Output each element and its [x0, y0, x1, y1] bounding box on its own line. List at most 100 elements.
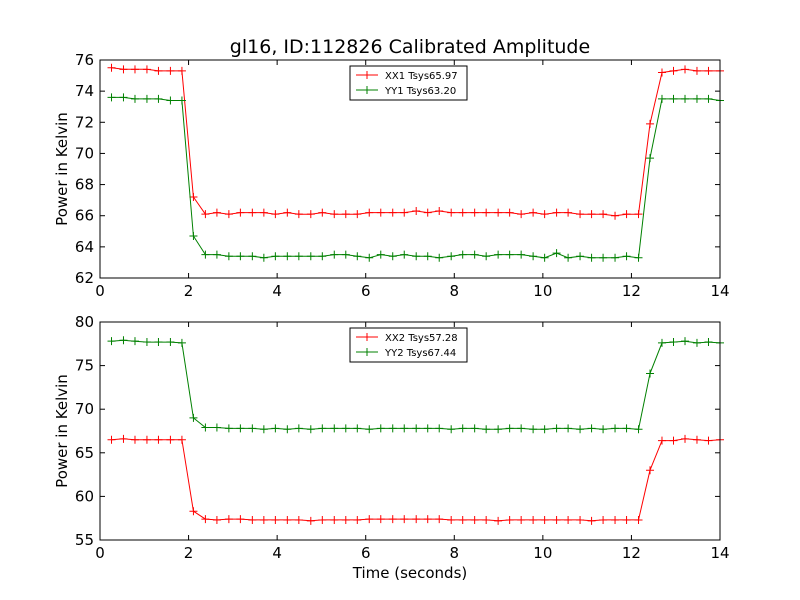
data-point [482, 425, 491, 434]
data-point [294, 515, 303, 524]
data-point [622, 210, 631, 219]
data-point [646, 119, 655, 128]
data-point [704, 66, 713, 75]
data-point [259, 515, 268, 524]
data-point [646, 466, 655, 475]
data-point [622, 252, 631, 261]
legend-marker [363, 86, 371, 94]
data-point [599, 515, 608, 524]
x-tick-label: 10 [533, 544, 552, 562]
data-point [365, 425, 374, 434]
x-tick-label: 4 [272, 282, 282, 300]
chart-title: gl16, ID:112826 Calibrated Amplitude [230, 36, 590, 58]
x-axis-label: Time (seconds) [352, 564, 468, 582]
data-point [540, 515, 549, 524]
data-point [248, 208, 257, 217]
data-point [435, 424, 444, 433]
data-point [692, 338, 701, 347]
y-tick-label: 65 [75, 444, 94, 462]
data-point [330, 424, 339, 433]
x-tick-label: 0 [95, 282, 105, 300]
data-point [564, 253, 573, 262]
data-point [201, 210, 210, 219]
data-point [341, 515, 350, 524]
data-point [540, 253, 549, 262]
data-point [692, 435, 701, 444]
data-point [529, 252, 538, 261]
data-point [423, 515, 432, 524]
data-point [236, 424, 245, 433]
data-point [400, 515, 409, 524]
data-point [669, 66, 678, 75]
data-point [177, 435, 186, 444]
data-point [494, 425, 503, 434]
data-point [388, 424, 397, 433]
data-point [201, 423, 210, 432]
data-point [458, 250, 467, 259]
data-point [107, 435, 116, 444]
data-point [130, 435, 139, 444]
legend-label: YY1 Tsys63.20 [384, 86, 456, 97]
data-point [657, 94, 666, 103]
data-point [505, 250, 514, 259]
data-point [212, 208, 221, 217]
data-point [212, 250, 221, 259]
data-point [376, 515, 385, 524]
legend: XX2 Tsys57.28 YY2 Tsys67.44 [349, 327, 468, 363]
data-point [224, 252, 233, 261]
data-point [494, 208, 503, 217]
data-point [552, 424, 561, 433]
data-point [130, 65, 139, 74]
data-point [482, 208, 491, 217]
y-tick-label: 55 [75, 531, 94, 549]
x-tick-label: 14 [710, 282, 729, 300]
data-point [107, 93, 116, 102]
x-tick-label: 6 [361, 282, 371, 300]
data-point [646, 369, 655, 378]
data-point [681, 434, 690, 443]
data-point [458, 424, 467, 433]
data-point [283, 252, 292, 261]
y-tick-label: 74 [75, 82, 94, 100]
data-point [271, 210, 280, 219]
data-point [517, 210, 526, 219]
x-tick-label: 4 [272, 544, 282, 562]
data-point [236, 515, 245, 524]
data-point [540, 425, 549, 434]
data-point [587, 210, 596, 219]
data-point [212, 423, 221, 432]
data-point [341, 250, 350, 259]
y-tick-label: 60 [75, 487, 94, 505]
y-tick-label: 66 [75, 207, 94, 225]
data-point [318, 424, 327, 433]
data-point [107, 63, 116, 72]
data-point [412, 515, 421, 524]
data-point [529, 425, 538, 434]
y-tick-label: 80 [75, 313, 94, 331]
y-tick-label: 70 [75, 144, 94, 162]
data-point [166, 96, 175, 105]
data-point [154, 338, 163, 347]
data-point [552, 249, 561, 258]
data-point [692, 66, 701, 75]
data-point [306, 252, 315, 261]
legend-marker [363, 71, 371, 79]
data-point [166, 338, 175, 347]
data-point [388, 208, 397, 217]
data-point [482, 252, 491, 261]
data-point [365, 253, 374, 262]
data-point [142, 65, 151, 74]
x-tick-label: 12 [622, 544, 641, 562]
data-point [376, 424, 385, 433]
data-point [189, 507, 198, 516]
data-point [201, 515, 210, 524]
data-point [669, 94, 678, 103]
data-point [657, 436, 666, 445]
data-point [517, 250, 526, 259]
data-point [224, 210, 233, 219]
data-point [669, 338, 678, 347]
data-point [259, 425, 268, 434]
data-point [622, 424, 631, 433]
series-line-2-1 [111, 438, 721, 522]
data-point [341, 210, 350, 219]
